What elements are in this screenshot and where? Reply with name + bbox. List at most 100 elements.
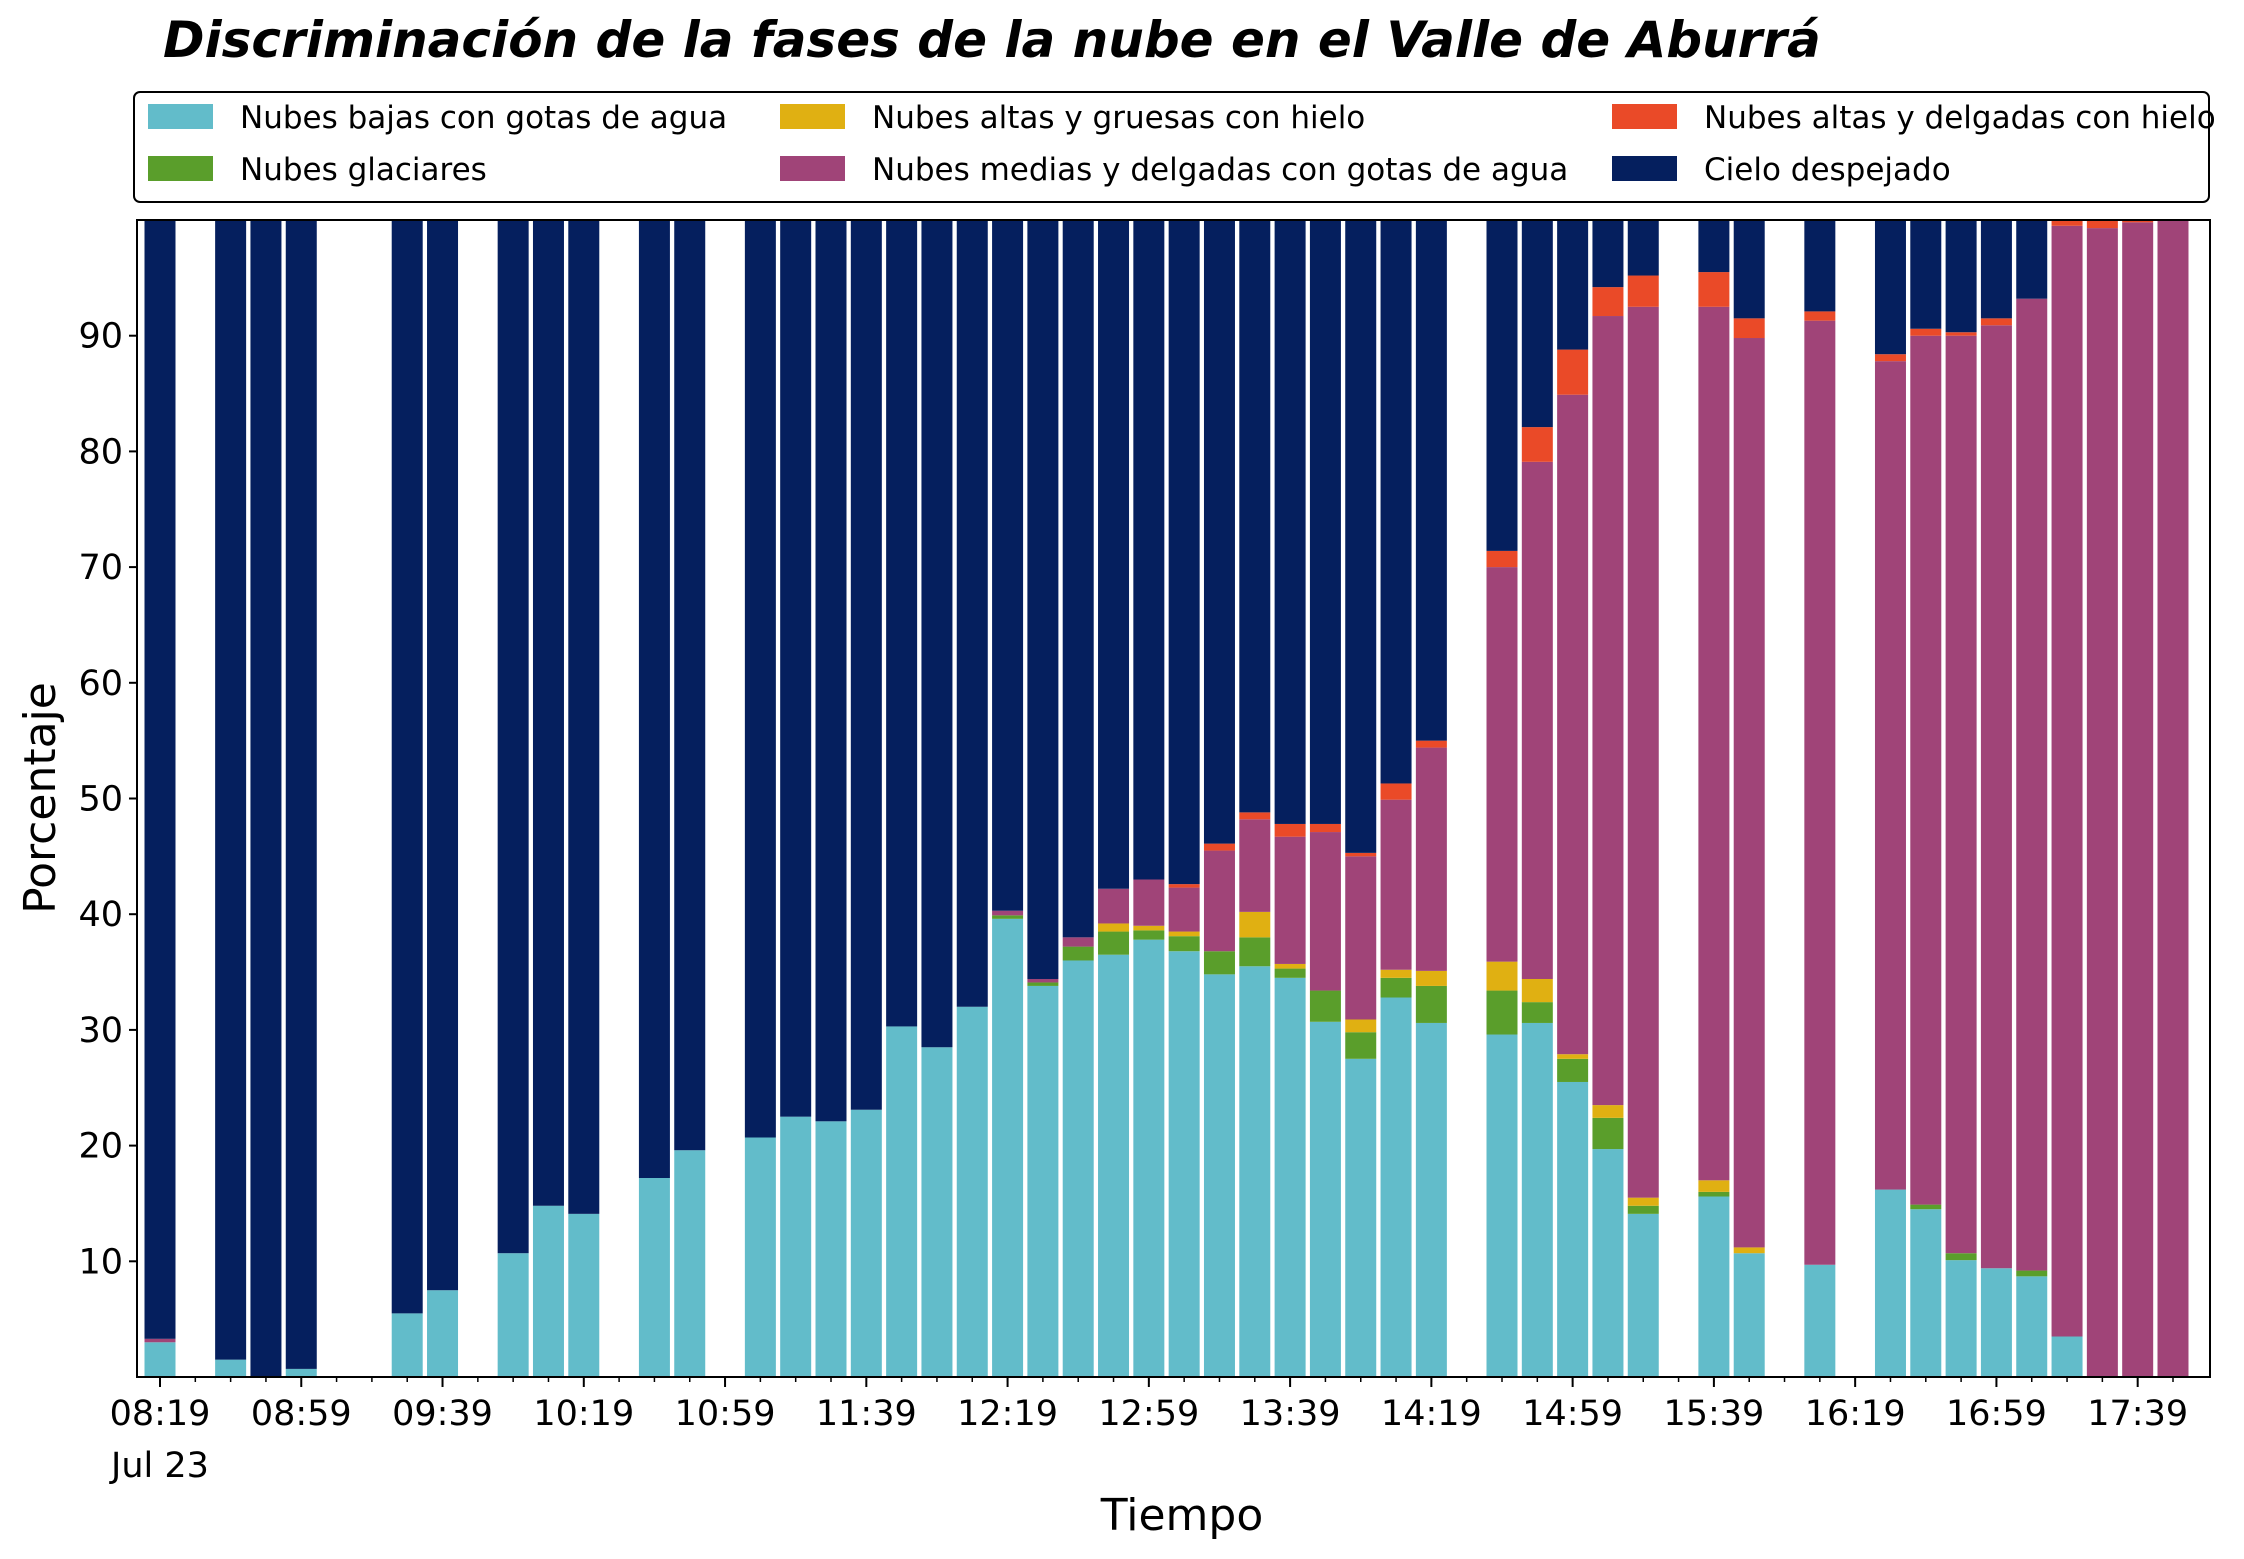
bar-segment-bajas-1159 (921, 1047, 953, 1377)
bar-segment-despejado-0959 (497, 220, 529, 1254)
bar-segment-glaciares-1309 (1168, 936, 1200, 952)
bar-segment-despejado-1629 (1874, 220, 1906, 355)
bar-segment-despejado-1459 (1557, 220, 1589, 350)
y-tick-label-60: 60 (78, 664, 123, 704)
bar-segment-bajas-1039 (638, 1178, 670, 1377)
x-tick-label-1339: 13:39 (1240, 1394, 1341, 1434)
bar-segment-medias-1739 (2122, 222, 2154, 1377)
legend-label-despejado: Cielo despejado (1704, 152, 1951, 188)
x-tick-label-1659: 16:59 (1946, 1394, 2047, 1434)
x-axis-label: Tiempo (1100, 1490, 1264, 1541)
legend-swatch-gruesas (780, 104, 845, 129)
bar-segment-despejado-1519 (1627, 220, 1659, 276)
bar-segment-bajas-0929 (391, 1313, 423, 1377)
bar-segment-gruesas-1439 (1486, 961, 1518, 991)
bar-segment-glaciares-1319 (1203, 951, 1235, 975)
bar-segment-despejado-1449 (1521, 220, 1553, 428)
bar-segment-medias-1509 (1592, 316, 1624, 1106)
bar-segment-despejado-1419 (1415, 220, 1447, 741)
bar-segment-bajas-1659 (1980, 1268, 2012, 1377)
x-tick-label-1419: 14:19 (1381, 1394, 1482, 1434)
bar-segment-medias-1409 (1380, 799, 1412, 970)
bar-segment-despejado-1129 (815, 220, 847, 1122)
x-tick-label-1259: 12:59 (1098, 1394, 1199, 1434)
bar-segment-delgadas-1549 (1733, 318, 1765, 339)
bar-segment-despejado-1319 (1203, 220, 1235, 844)
bar-segment-delgadas-1329 (1239, 812, 1271, 820)
bar-segment-bajas-1719 (2051, 1336, 2083, 1377)
bar-segment-bajas-1019 (568, 1213, 600, 1377)
bar-segment-bajas-1219 (992, 918, 1024, 1377)
bar-segment-glaciares-1419 (1415, 985, 1447, 1023)
bar-segment-glaciares-1349 (1309, 990, 1341, 1022)
bar-segment-bajas-1549 (1733, 1253, 1765, 1377)
bar-segment-medias-1459 (1557, 394, 1589, 1055)
bar-segment-despejado-1639 (1910, 220, 1942, 329)
bar-segment-gruesas-1339 (1274, 963, 1306, 969)
bar-segment-gruesas-1359 (1345, 1019, 1377, 1033)
bar-segment-despejado-1439 (1486, 220, 1518, 551)
bar-segment-despejado-1509 (1592, 220, 1624, 288)
bar-segment-medias-1229 (1027, 978, 1059, 983)
bar-segment-medias-1239 (1062, 937, 1094, 947)
bar-segment-gruesas-1419 (1415, 970, 1447, 986)
legend-swatch-bajas (148, 104, 213, 129)
bar-segment-bajas-1119 (780, 1116, 812, 1377)
bar-segment-delgadas-1409 (1380, 783, 1412, 800)
x-tick-label-0939: 09:39 (392, 1394, 493, 1434)
bar-segment-delgadas-1539 (1698, 272, 1730, 307)
bar-segment-bajas-1629 (1874, 1189, 1906, 1377)
bar-segment-glaciares-1439 (1486, 990, 1518, 1035)
bar-segment-bajas-1449 (1521, 1022, 1553, 1377)
bar-segment-glaciares-1459 (1557, 1058, 1589, 1082)
y-tick-label-40: 40 (78, 895, 123, 935)
bar-segment-delgadas-1349 (1309, 823, 1341, 833)
bar-segment-medias-1259 (1133, 879, 1165, 926)
bar-segment-delgadas-1319 (1203, 843, 1235, 851)
bar-segment-gruesas-1309 (1168, 931, 1200, 937)
bar-segment-glaciares-1449 (1521, 1002, 1553, 1023)
bar-segment-bajas-1239 (1062, 960, 1094, 1377)
y-axis-label: Porcentaje (15, 682, 66, 914)
bar-segment-glaciares-1359 (1345, 1032, 1377, 1059)
bar-segment-despejado-1359 (1345, 220, 1377, 853)
bar-segment-glaciares-1509 (1592, 1117, 1624, 1150)
bar-segment-bajas-0859 (285, 1368, 317, 1377)
bar-segment-delgadas-1449 (1521, 427, 1553, 462)
bar-segment-bajas-0819 (144, 1342, 176, 1377)
bar-segment-glaciares-1539 (1698, 1191, 1730, 1197)
bar-segment-delgadas-1639 (1910, 328, 1942, 336)
bar-segment-medias-1339 (1274, 836, 1306, 964)
bar-segment-bajas-1319 (1203, 974, 1235, 1377)
bar-segment-despejado-1249 (1098, 220, 1130, 889)
bar-segment-despejado-1349 (1309, 220, 1341, 824)
x-tick-sublabel-date: Jul 23 (109, 1446, 209, 1486)
bar-segment-bajas-0839 (215, 1359, 247, 1377)
legend-swatch-despejado (1612, 156, 1677, 181)
bar-segment-despejado-1259 (1133, 220, 1165, 880)
bar-segment-gruesas-1249 (1098, 923, 1130, 932)
bar-segment-medias-1609 (1804, 320, 1836, 1265)
bar-segment-medias-1639 (1910, 335, 1942, 1205)
bar-segment-despejado-1039 (638, 220, 670, 1178)
bar-segment-gruesas-1549 (1733, 1247, 1765, 1254)
bar-segment-despejado-1109 (744, 220, 776, 1138)
bar-segment-medias-1219 (992, 910, 1024, 916)
x-tick-label-1539: 15:39 (1663, 1394, 1764, 1434)
y-tick-label-70: 70 (78, 548, 123, 588)
bar-segment-bajas-1109 (744, 1137, 776, 1377)
bar-segment-delgadas-1629 (1874, 354, 1906, 362)
bar-segment-medias-1519 (1627, 306, 1659, 1198)
bar-segment-bajas-1359 (1345, 1058, 1377, 1377)
bar-segment-bajas-1439 (1486, 1034, 1518, 1377)
bar-segment-bajas-1139 (850, 1109, 882, 1377)
bar-segment-bajas-1639 (1910, 1209, 1942, 1377)
x-tick-label-0819: 08:19 (110, 1394, 211, 1434)
bar-segment-bajas-1259 (1133, 939, 1165, 1377)
x-tick-label-1139: 11:39 (816, 1394, 917, 1434)
bar-segment-bajas-1349 (1309, 1021, 1341, 1377)
bar-segment-glaciares-1639 (1910, 1204, 1942, 1210)
legend-label-medias: Nubes medias y delgadas con gotas de agu… (872, 152, 1568, 188)
x-tick-label-1619: 16:19 (1805, 1394, 1906, 1434)
